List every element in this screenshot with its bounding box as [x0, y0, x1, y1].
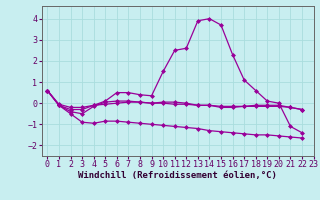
X-axis label: Windchill (Refroidissement éolien,°C): Windchill (Refroidissement éolien,°C): [78, 171, 277, 180]
